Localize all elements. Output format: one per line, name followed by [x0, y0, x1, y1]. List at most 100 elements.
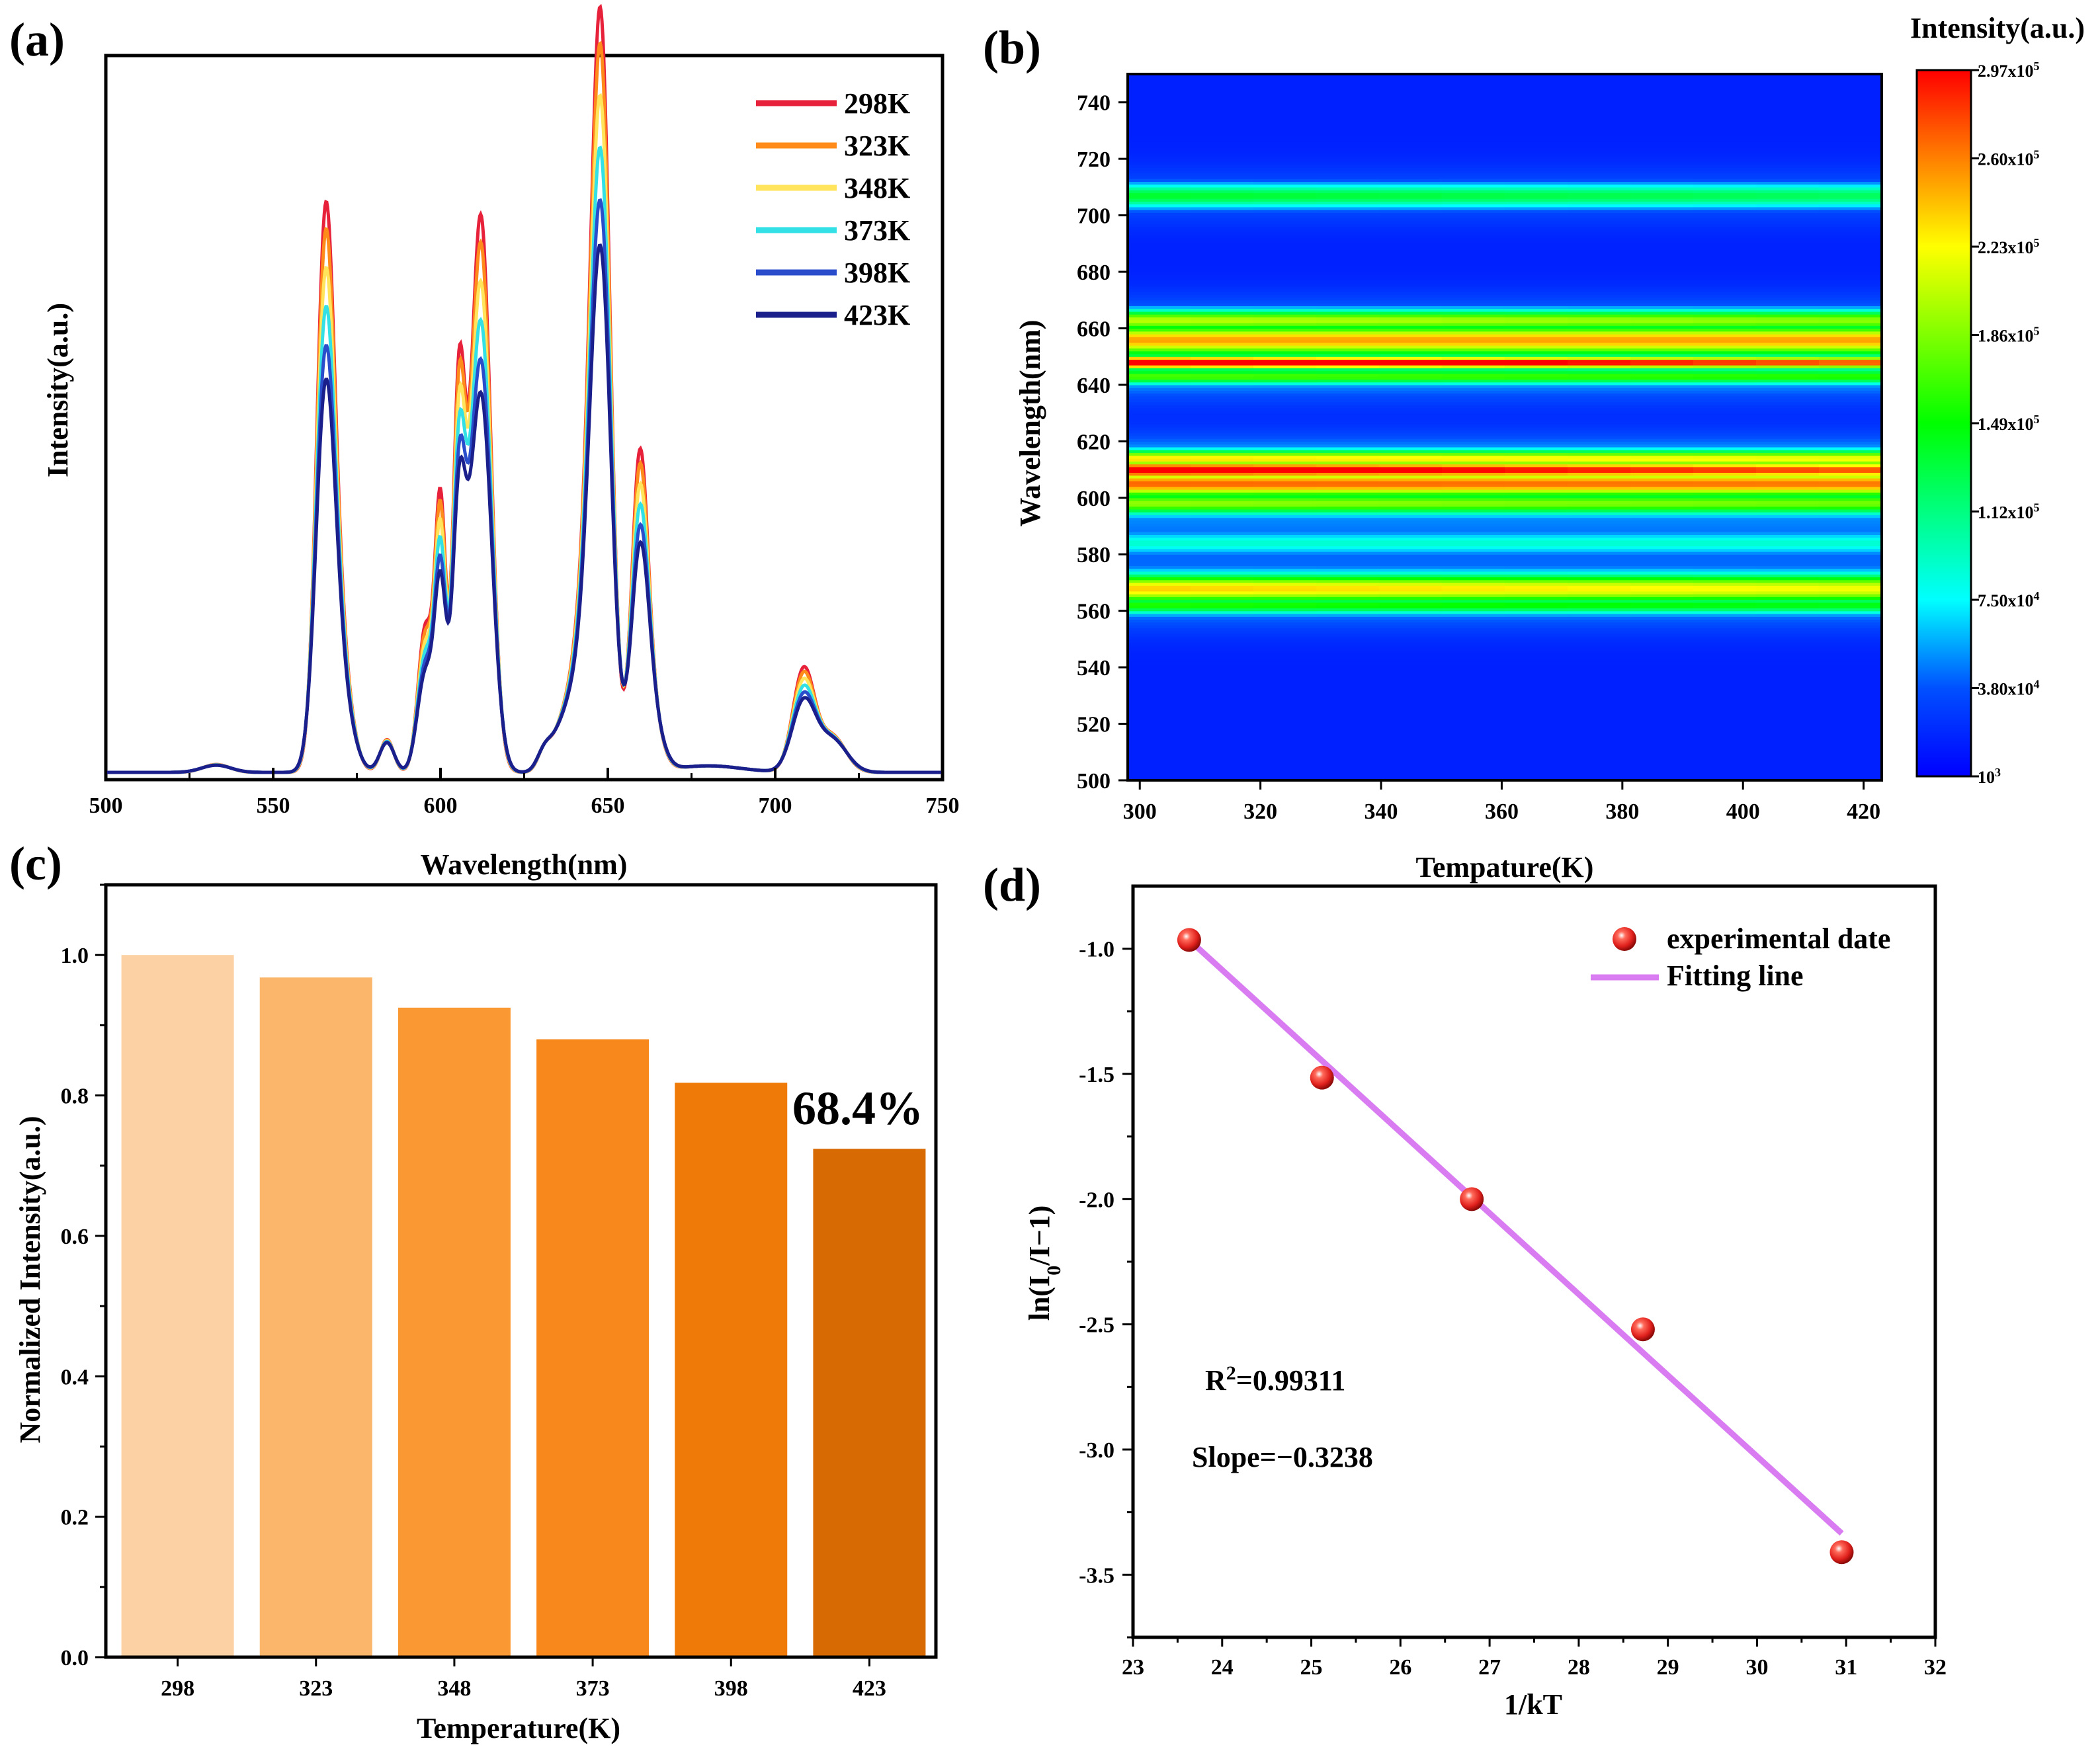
- heatmap-cell: [1505, 605, 1568, 608]
- heatmap-cell: [1693, 139, 1757, 143]
- heatmap-cell: [1316, 520, 1380, 524]
- heatmap-cell: [1128, 206, 1191, 210]
- heatmap-cell: [1128, 489, 1191, 493]
- heatmap-cell: [1630, 450, 1694, 454]
- heatmap-cell: [1128, 427, 1191, 430]
- heatmap-cell: [1191, 404, 1254, 408]
- heatmap-cell: [1756, 546, 1820, 550]
- heatmap-cell: [1756, 79, 1820, 83]
- heatmap-cell: [1442, 452, 1505, 456]
- heatmap-cell: [1505, 356, 1568, 360]
- heatmap-cell: [1630, 339, 1694, 343]
- heatmap-cell: [1379, 300, 1443, 304]
- heatmap-cell: [1819, 257, 1882, 261]
- heatmap-cell: [1756, 583, 1820, 586]
- heatmap-cell: [1253, 446, 1317, 450]
- heatmap-cell: [1505, 314, 1568, 317]
- heatmap-cell: [1379, 435, 1443, 439]
- heatmap-cell: [1568, 288, 1631, 292]
- heatmap-cell: [1253, 625, 1317, 628]
- heatmap-cell: [1128, 588, 1191, 592]
- panel-d-x-ticks: 23 24 25 26 27 28 29 30 31 32: [1122, 1637, 1947, 1680]
- heatmap-cell: [1630, 760, 1694, 764]
- heatmap-cell: [1316, 334, 1380, 337]
- heatmap-cell: [1253, 110, 1317, 114]
- heatmap-cell: [1693, 79, 1757, 83]
- heatmap-cell: [1316, 534, 1380, 538]
- heatmap-cell: [1253, 186, 1317, 190]
- heatmap-cell: [1505, 331, 1568, 335]
- heatmap-cell: [1191, 512, 1254, 516]
- heatmap-cell: [1505, 110, 1568, 114]
- colorbar-tick-exp: 5: [2034, 501, 2040, 514]
- heatmap-cell: [1316, 283, 1380, 286]
- heatmap-cell: [1756, 435, 1820, 439]
- heatmap-cell: [1505, 362, 1568, 366]
- heatmap-cell: [1756, 633, 1820, 637]
- heatmap-cell: [1128, 681, 1191, 685]
- heatmap-cell: [1505, 650, 1568, 654]
- heatmap-cell: [1253, 546, 1317, 550]
- heatmap-cell: [1693, 481, 1757, 485]
- heatmap-cell: [1442, 571, 1505, 575]
- heatmap-cell: [1505, 382, 1568, 386]
- heatmap-cell: [1128, 331, 1191, 335]
- heatmap-cell: [1819, 266, 1882, 270]
- heatmap-cell: [1316, 752, 1380, 756]
- heatmap-cell: [1379, 221, 1443, 224]
- heatmap-cell: [1819, 297, 1882, 301]
- heatmap-cell: [1316, 639, 1380, 643]
- heatmap-cell: [1505, 99, 1568, 103]
- heatmap-cell: [1253, 221, 1317, 224]
- heatmap-cell: [1128, 186, 1191, 190]
- heatmap-cell: [1316, 263, 1380, 267]
- heatmap-cell: [1756, 588, 1820, 592]
- heatmap-cell: [1191, 552, 1254, 555]
- heatmap-cell: [1756, 543, 1820, 547]
- heatmap-cell: [1316, 235, 1380, 239]
- heatmap-cell: [1693, 306, 1757, 309]
- heatmap-cell: [1442, 605, 1505, 608]
- heatmap-cell: [1630, 718, 1694, 721]
- heatmap-cell: [1693, 147, 1757, 151]
- heatmap-cell: [1630, 142, 1694, 145]
- heatmap-cell: [1756, 300, 1820, 304]
- heatmap-cell: [1316, 650, 1380, 654]
- heatmap-cell: [1379, 574, 1443, 577]
- heatmap-cell: [1379, 512, 1443, 516]
- heatmap-cell: [1505, 116, 1568, 120]
- heatmap-cell: [1379, 210, 1443, 213]
- heatmap-cell: [1693, 108, 1757, 112]
- heatmap-cell: [1379, 291, 1443, 295]
- heatmap-cell: [1379, 303, 1443, 306]
- heatmap-cell: [1253, 483, 1317, 487]
- heatmap-cell: [1505, 520, 1568, 524]
- heatmap-cell: [1316, 532, 1380, 535]
- heatmap-cell: [1568, 692, 1631, 696]
- heatmap-cell: [1693, 650, 1757, 654]
- heatmap-cell: [1630, 255, 1694, 259]
- heatmap-cell: [1442, 695, 1505, 699]
- heatmap-cell: [1442, 413, 1505, 417]
- heatmap-cell: [1316, 477, 1380, 481]
- heatmap-cell: [1568, 735, 1631, 739]
- heatmap-cell: [1191, 438, 1254, 442]
- heatmap-cell: [1191, 257, 1254, 261]
- heatmap-cell: [1819, 520, 1882, 524]
- heatmap-cell: [1819, 272, 1882, 275]
- heatmap-cell: [1568, 517, 1631, 521]
- heatmap-cell: [1442, 153, 1505, 157]
- heatmap-cell: [1756, 359, 1820, 363]
- heatmap-cell: [1191, 384, 1254, 388]
- heatmap-cell: [1630, 489, 1694, 493]
- heatmap-cell: [1819, 729, 1882, 733]
- heatmap-cell: [1505, 410, 1568, 414]
- heatmap-cell: [1693, 675, 1757, 679]
- heatmap-cell: [1630, 492, 1694, 496]
- heatmap-cell: [1630, 605, 1694, 608]
- heatmap-cell: [1505, 311, 1568, 315]
- heatmap-cell: [1819, 532, 1882, 535]
- heatmap-cell: [1316, 379, 1380, 383]
- heatmap-cell: [1693, 540, 1757, 544]
- heatmap-cell: [1568, 246, 1631, 250]
